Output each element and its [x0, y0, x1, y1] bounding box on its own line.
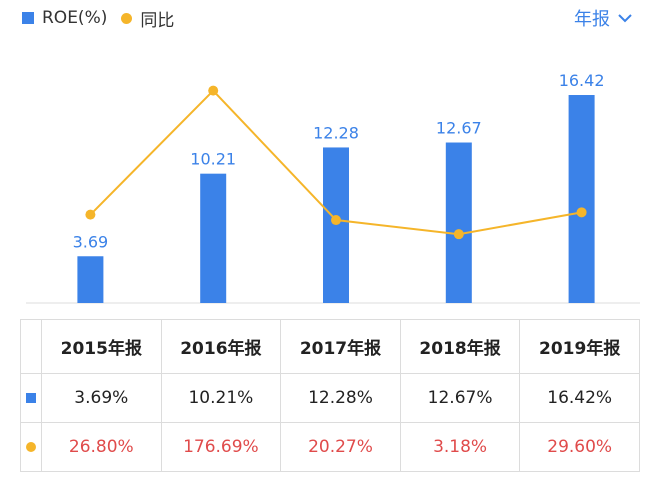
table-cell: 3.18% [399, 422, 521, 472]
data-table: 2015年报 2016年报 2017年报 2018年报 2019年报 3.69%… [20, 319, 640, 472]
yoy-point [208, 85, 219, 96]
roe-bar-label: 3.69 [73, 232, 109, 251]
roe-bar [323, 147, 349, 303]
table-cell: 3.69% [41, 373, 162, 423]
table-header-row: 2015年报 2016年报 2017年报 2018年报 2019年报 [20, 319, 640, 374]
legend-roe-swatch [22, 12, 34, 24]
legend-roe-label: ROE(%) [42, 8, 108, 28]
roe-bar [200, 173, 227, 303]
legend: ROE(%) 同比 [22, 6, 175, 31]
roe-row-marker [20, 373, 42, 423]
roe-bar [568, 95, 595, 303]
roe-chart: 3.69 10.21 12.28 12.67 16.42 [26, 71, 640, 304]
legend-yoy-swatch [121, 12, 133, 24]
table-cell: 29.60% [519, 422, 640, 472]
roe-bar [445, 142, 472, 303]
table-row-roe: 3.69% 10.21% 12.28% 12.67% 16.42% [20, 373, 640, 423]
yoy-marker-swatch [26, 442, 36, 452]
table-header-cell: 2016年报 [160, 319, 282, 374]
table-cell: 20.27% [280, 422, 401, 472]
legend-yoy-label: 同比 [140, 10, 175, 31]
period-selector[interactable]: 年报 [574, 4, 632, 32]
chevron-down-icon [618, 13, 632, 22]
table-cell: 16.42% [519, 373, 640, 423]
table-cell: 26.80% [41, 422, 162, 472]
roe-bar-label: 16.42 [559, 71, 605, 90]
roe-bar [77, 256, 104, 303]
table-header-cell: 2015年报 [41, 319, 162, 374]
roe-bar-label: 12.67 [436, 119, 482, 138]
yoy-point [453, 229, 464, 240]
roe-bar-label: 10.21 [190, 150, 236, 169]
period-selector-label: 年报 [574, 9, 610, 30]
table-row-yoy: 26.80% 176.69% 20.27% 3.18% 29.60% [20, 422, 640, 472]
table-cell: 176.69% [160, 422, 282, 472]
yoy-point [576, 207, 587, 218]
roe-marker-swatch [26, 393, 36, 403]
yoy-point [331, 215, 341, 226]
yoy-row-marker [20, 422, 42, 472]
table-header-cell: 2019年报 [519, 319, 640, 374]
roe-bar-label: 12.28 [313, 123, 359, 142]
table-cell: 12.67% [399, 373, 521, 423]
yoy-point [85, 209, 96, 220]
table-corner-cell [20, 319, 42, 374]
table-header-cell: 2018年报 [399, 319, 521, 374]
table-cell: 10.21% [160, 373, 282, 423]
table-header-cell: 2017年报 [280, 319, 401, 374]
table-cell: 12.28% [280, 373, 401, 423]
